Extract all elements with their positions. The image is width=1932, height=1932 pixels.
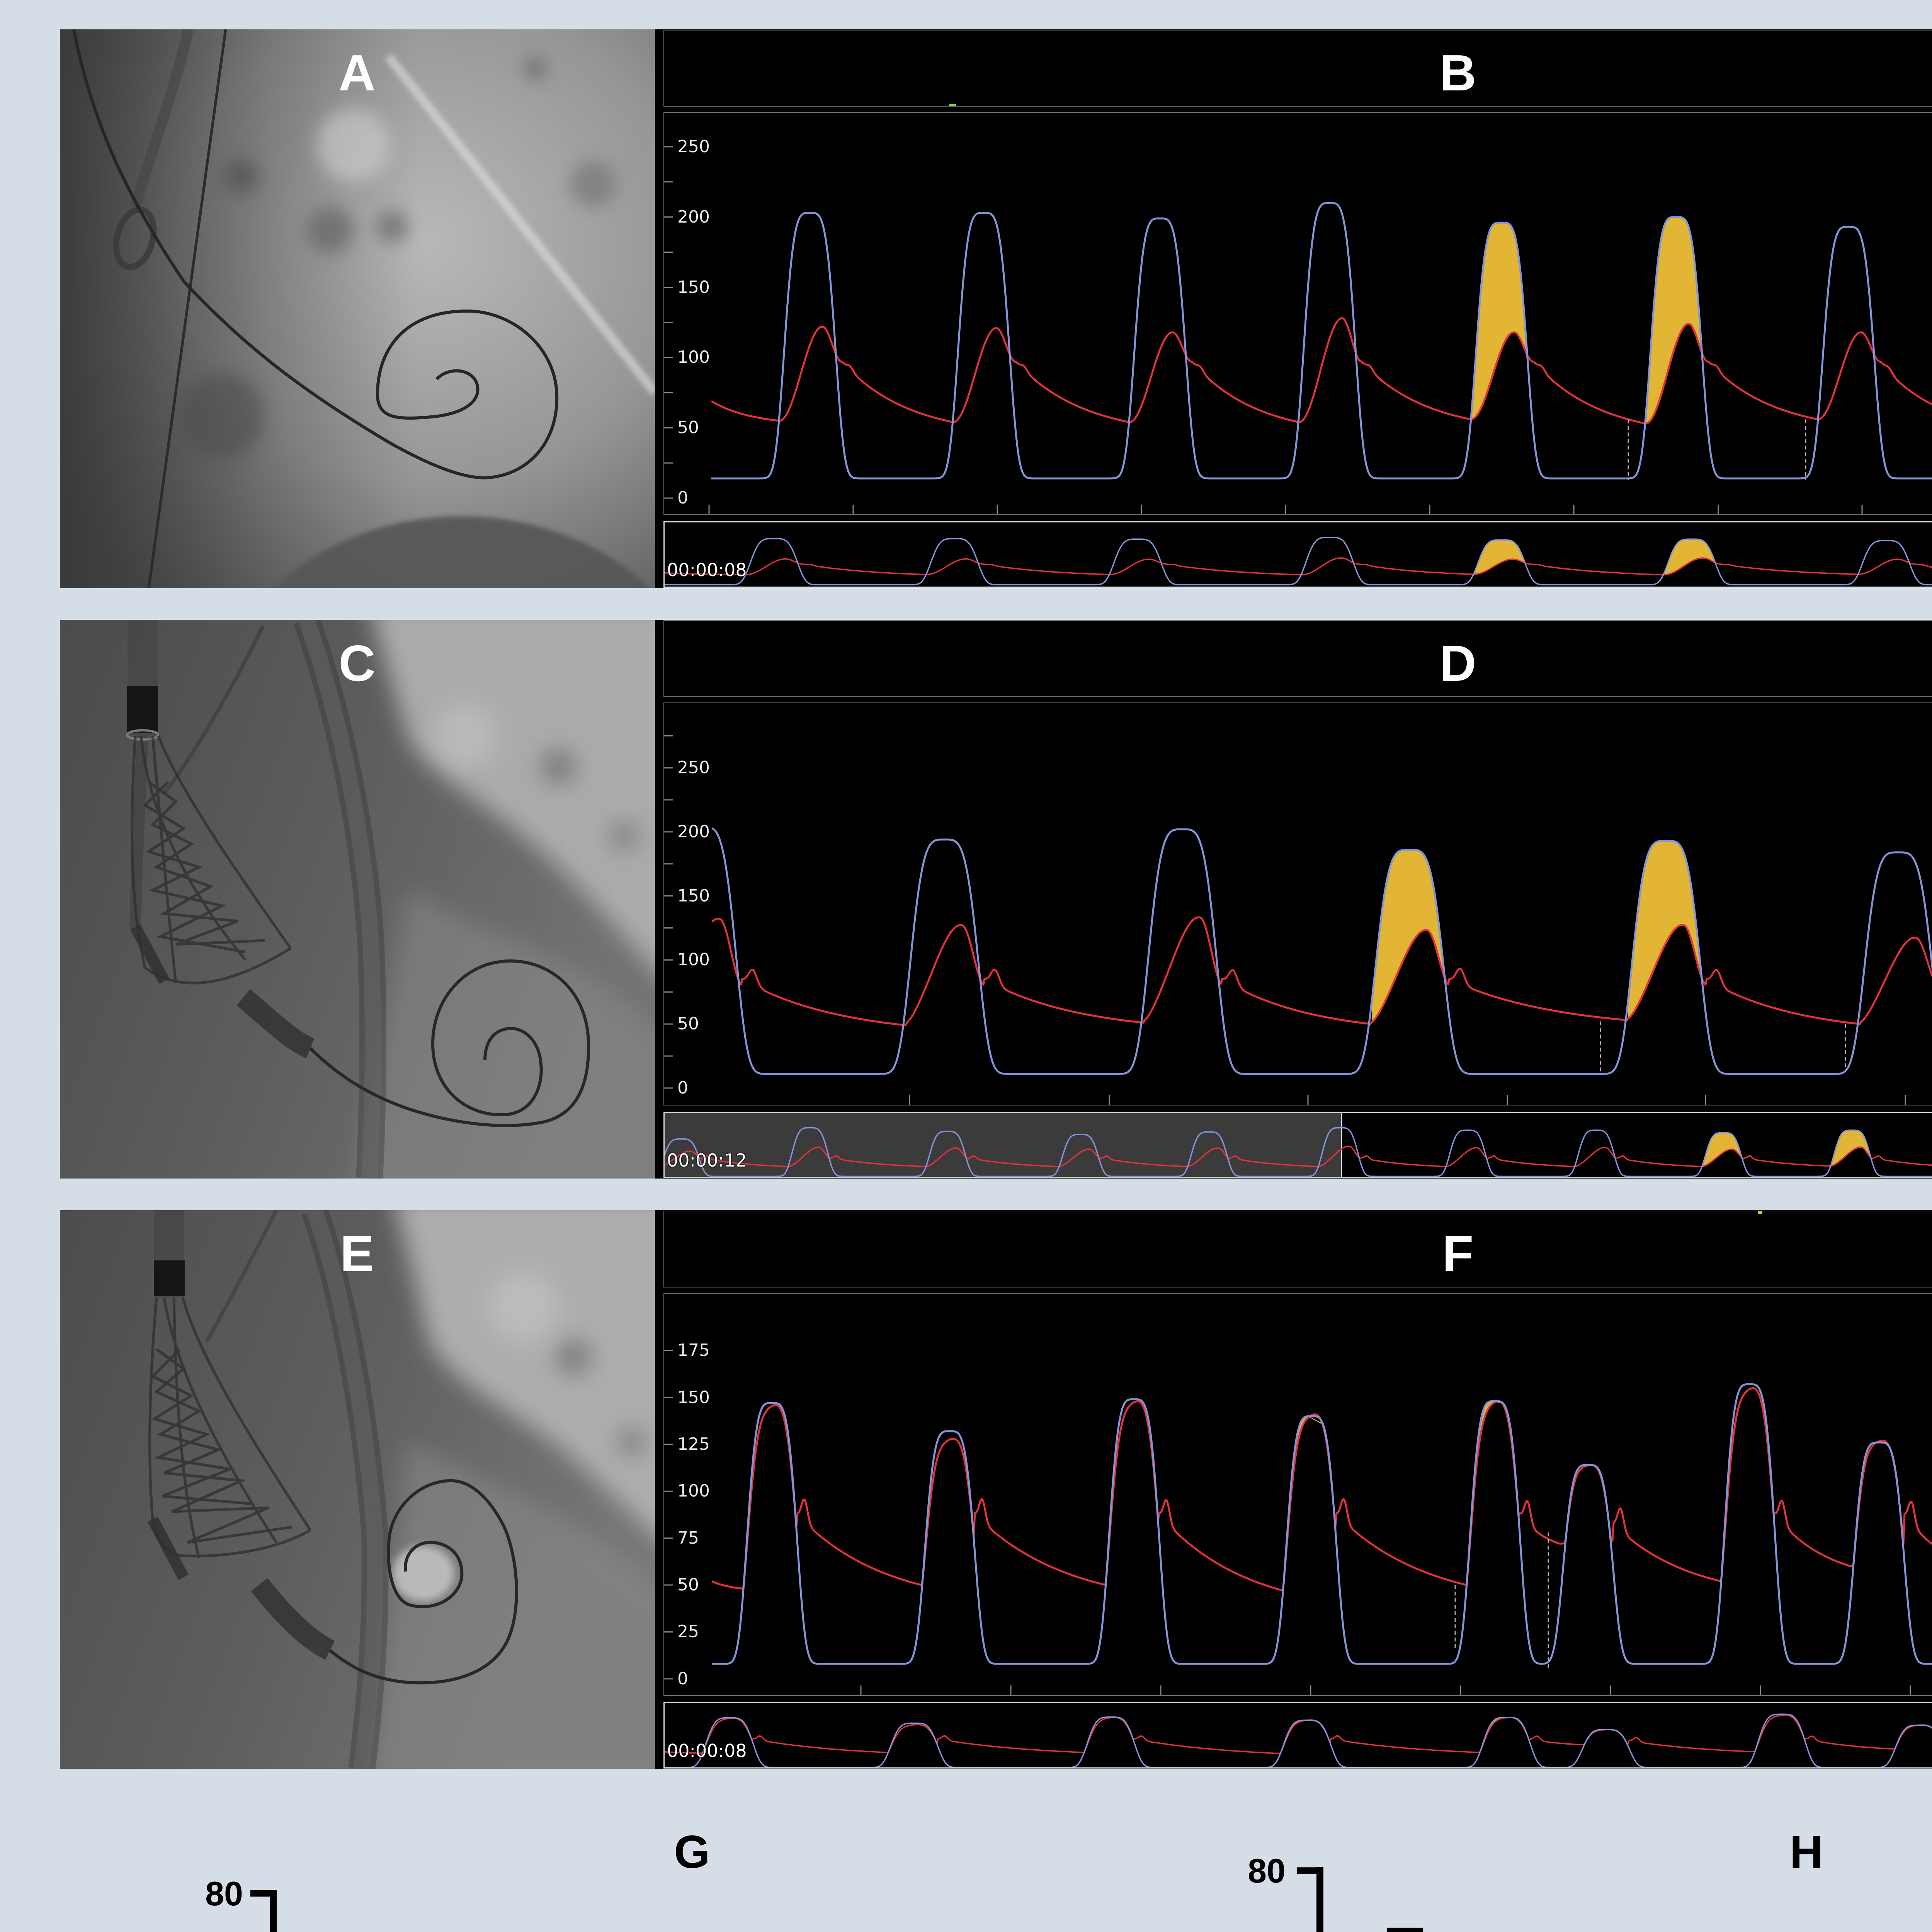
recording-timestamp: 00:00:08 xyxy=(667,1740,747,1761)
y-tick-label: 50 xyxy=(677,1575,699,1595)
y-tick-label: 100 xyxy=(677,347,710,367)
pigtail-catheter xyxy=(72,29,559,480)
y-tick-label: 50 xyxy=(677,418,699,438)
y-tick-label: 200 xyxy=(677,207,710,227)
y-tick-label: 150 xyxy=(677,1387,710,1407)
pressure-traces xyxy=(664,146,1932,514)
y-tick-label: 100 xyxy=(677,950,710,970)
panel-label-a: A xyxy=(338,44,376,101)
panel-label-f: F xyxy=(1442,1225,1474,1282)
lv-pressure-trace xyxy=(711,202,1932,480)
pressure-waveform-chart: 0 50 100 150 200 250 xyxy=(663,112,1932,515)
y-tick-label: 0 xyxy=(677,1668,688,1689)
angiography-panel-a: A xyxy=(60,29,655,588)
pressure-gradient-area xyxy=(1474,540,1525,575)
pressure-gradient-area xyxy=(1646,217,1701,424)
y-tick-label: 100 xyxy=(677,1481,710,1501)
fluoroscopy-image-a xyxy=(60,29,655,588)
fluoroscopy-image-e xyxy=(60,1210,655,1769)
diaphragm-shadow xyxy=(274,516,650,588)
angiography-panel-e: E xyxy=(60,1210,655,1769)
waveform-overview-strip: 00:00:08 xyxy=(663,1702,1932,1769)
pressure-gradient-area xyxy=(1628,841,1701,1019)
panel-label-b: B xyxy=(1439,44,1476,101)
catheter xyxy=(130,29,194,209)
y-tick-label: 0 xyxy=(677,488,688,508)
pressure-gradient-area xyxy=(1664,539,1715,575)
pressure-gradient-area xyxy=(1832,1130,1870,1166)
pressure-traces xyxy=(664,735,1932,1105)
panel-label-c: C xyxy=(338,635,376,692)
guidewire xyxy=(205,1210,278,1343)
pressure-gradient-area xyxy=(1472,223,1526,420)
waveform-header-strip xyxy=(663,620,1932,697)
panel-label-e: E xyxy=(340,1225,374,1282)
plot-h xyxy=(1297,1867,1423,1932)
plot-g xyxy=(250,1890,277,1932)
large-bore-catheter xyxy=(294,620,386,1179)
pressure-waveform-chart: 0 50 100 150 200 250 xyxy=(663,702,1932,1105)
panel-label-d: D xyxy=(1439,635,1476,692)
lv-pressure-trace xyxy=(665,1713,1932,1767)
y-tick-label: 150 xyxy=(677,886,710,906)
guidewire xyxy=(147,29,227,588)
y-tick-label: 125 xyxy=(677,1434,710,1454)
pressure-gradient-area xyxy=(1703,1133,1742,1167)
y-tick-label: 25 xyxy=(677,1622,699,1642)
lv-pressure-trace xyxy=(665,1127,1932,1177)
y-tick-label: 75 xyxy=(677,1528,699,1548)
y-tick-label: 80 xyxy=(205,1874,243,1913)
pressure-waveform-chart: 0 25 50 75 100 125 150 175 xyxy=(663,1293,1932,1696)
plot-title: H xyxy=(1789,1826,1823,1878)
lv-pressure-trace xyxy=(711,827,1932,1075)
aortic-pressure-trace xyxy=(665,557,1932,576)
y-tick-label: 50 xyxy=(677,1014,699,1034)
valve-stent-frame xyxy=(148,1297,311,1558)
event-marker xyxy=(1758,1211,1762,1214)
plot-title: G xyxy=(674,1826,710,1878)
pigtail-catheter xyxy=(329,1479,518,1685)
y-tick-label: 200 xyxy=(677,821,710,842)
guidewire xyxy=(163,624,265,794)
aortic-pressure-trace xyxy=(711,916,1932,1026)
aortic-pressure-trace xyxy=(711,1387,1932,1592)
overview-traces xyxy=(665,1713,1932,1767)
lv-pressure-trace xyxy=(712,1383,1932,1665)
y-tick-label: 0 xyxy=(677,1078,688,1098)
y-tick-label: 150 xyxy=(677,277,710,297)
waveform-overview-strip: 00:00:12 xyxy=(663,1112,1932,1178)
waveform-header-strip xyxy=(663,30,1932,107)
aortic-pressure-trace xyxy=(711,317,1932,425)
pressure-traces xyxy=(664,1350,1932,1695)
pressure-gradient-area xyxy=(1372,850,1445,1022)
event-marker xyxy=(949,104,956,106)
aortic-pressure-trace xyxy=(665,1145,1932,1167)
y-tick-label: 250 xyxy=(677,758,710,778)
fluoroscopy-image-c xyxy=(60,620,655,1179)
waveform-overview-strip: 00:00:08 xyxy=(663,521,1932,588)
y-tick-label: 80 xyxy=(1248,1852,1286,1890)
pigtail-catheter xyxy=(309,959,590,1127)
y-tick-label: 175 xyxy=(677,1340,710,1361)
recording-timestamp: 00:00:08 xyxy=(667,560,747,580)
lv-pressure-trace xyxy=(665,536,1932,586)
overview-traces xyxy=(665,1113,1932,1177)
selected-window xyxy=(665,1113,1342,1177)
recording-timestamp: 00:00:12 xyxy=(667,1150,747,1171)
large-bore-catheter xyxy=(301,1210,389,1769)
y-tick-label: 250 xyxy=(677,136,710,156)
waveform-header-strip xyxy=(663,1211,1932,1287)
overview-traces xyxy=(665,536,1932,586)
angiography-panel-c: C xyxy=(60,620,655,1179)
